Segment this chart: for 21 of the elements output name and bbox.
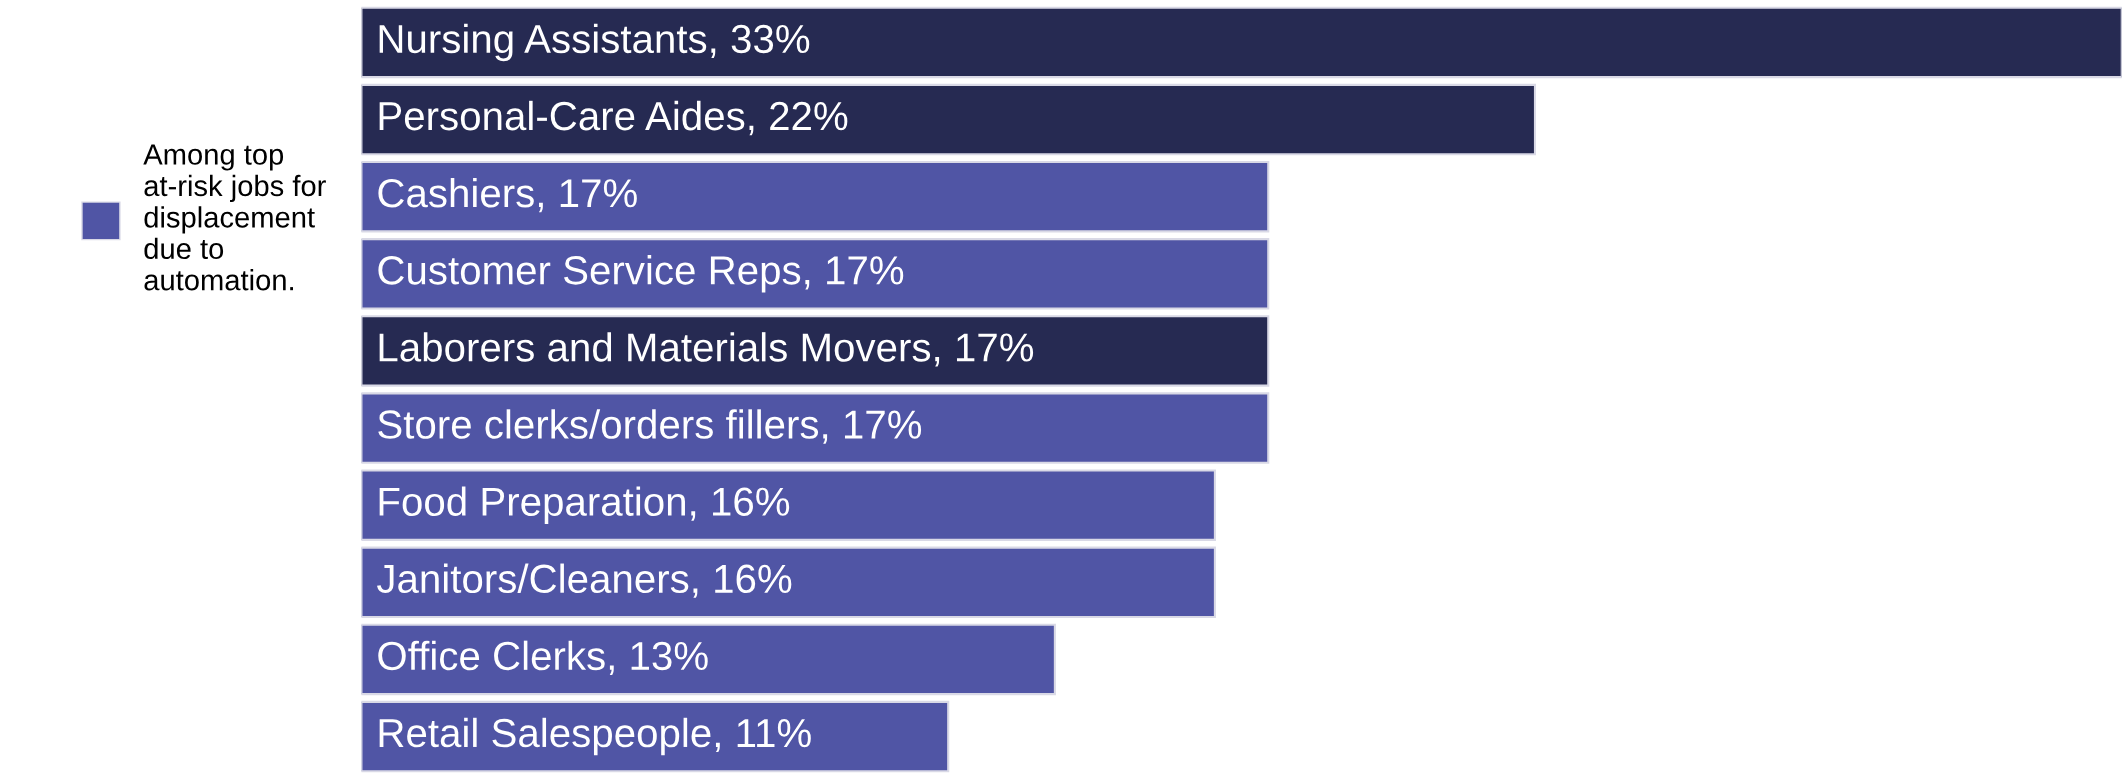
bar xyxy=(361,700,950,773)
data-label: Store clerks/orders fillers, 17% xyxy=(378,409,922,444)
data-label: Nursing Assistants, 33% xyxy=(379,23,810,62)
bar xyxy=(361,546,1216,619)
bar xyxy=(361,83,1537,156)
bar xyxy=(361,160,1270,233)
bar xyxy=(361,6,2122,79)
data-label: Cashiers, 17% xyxy=(378,177,637,213)
bar xyxy=(361,315,1270,387)
data-label: Laborers and Materials Movers, 17% xyxy=(379,332,1034,367)
data-label: Office Clerks, 13% xyxy=(378,640,708,675)
bar xyxy=(361,238,1270,310)
data-label: Customer Service Reps, 17% xyxy=(378,255,904,293)
data-label: Food Preparation, 16% xyxy=(379,486,790,524)
bar xyxy=(361,392,1270,464)
bar xyxy=(361,623,1056,696)
data-label: Personal-Care Aides, 22% xyxy=(379,100,848,136)
legend-label: Among top at-risk jobs for displacement due to automation. xyxy=(143,144,326,291)
data-label: Retail Salespeople, 11% xyxy=(379,717,811,756)
bar xyxy=(361,469,1216,541)
data-label: Janitors/Cleaners, 16% xyxy=(376,563,792,598)
